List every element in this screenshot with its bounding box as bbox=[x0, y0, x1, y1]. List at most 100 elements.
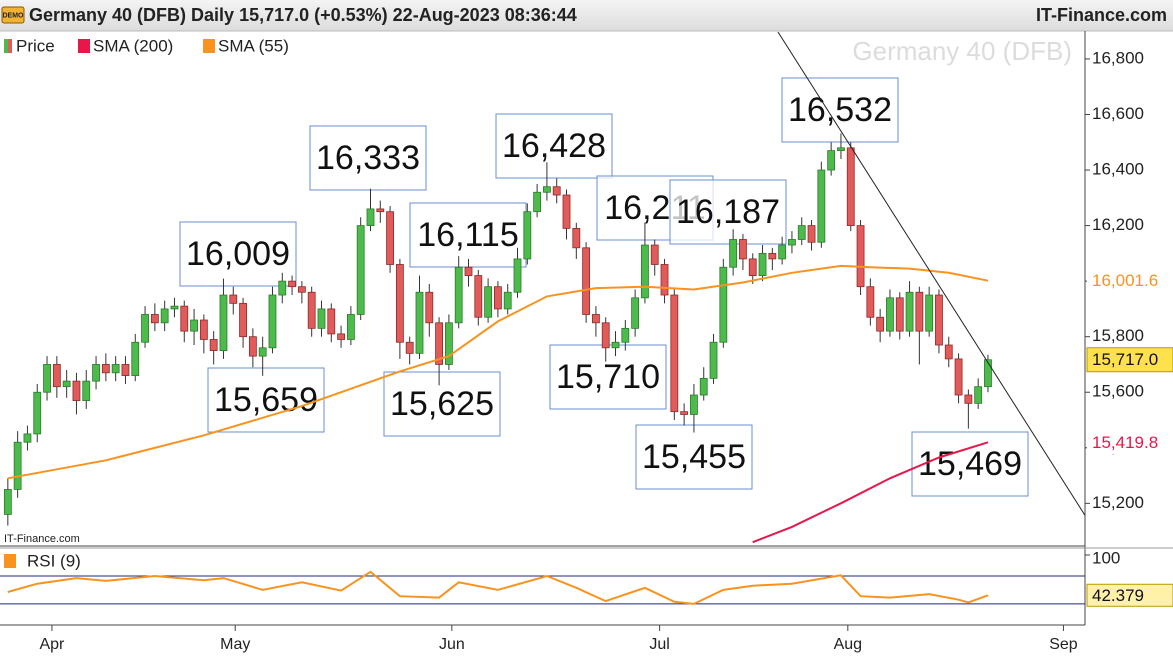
sma-line bbox=[752, 441, 989, 544]
candle-body bbox=[141, 314, 149, 343]
candle-body bbox=[925, 294, 934, 332]
candle-body bbox=[395, 264, 404, 343]
candle-body bbox=[337, 333, 345, 340]
candle-body bbox=[92, 364, 100, 382]
candle-body bbox=[788, 239, 796, 246]
candle-body bbox=[209, 339, 218, 351]
candle-body bbox=[513, 258, 522, 293]
candle-body bbox=[62, 380, 71, 388]
candle-body bbox=[33, 391, 42, 435]
candle-body bbox=[239, 302, 247, 338]
callout-box bbox=[635, 424, 753, 490]
trend-line bbox=[777, 31, 1086, 516]
candle-body bbox=[13, 441, 22, 490]
candle-body bbox=[582, 247, 591, 315]
candle-body bbox=[709, 341, 718, 379]
callout-label: 16,115 bbox=[417, 216, 518, 254]
candle-body bbox=[258, 347, 267, 357]
brand: IT-Finance.com bbox=[1036, 5, 1167, 25]
callout-label: 15,659 bbox=[214, 381, 318, 419]
candle-body bbox=[739, 239, 747, 260]
candle-body bbox=[23, 433, 32, 443]
candle-body bbox=[778, 244, 787, 260]
last-value-box bbox=[1087, 430, 1173, 455]
candle-body bbox=[307, 291, 316, 329]
source: IT-Finance.com bbox=[4, 533, 80, 545]
callout-label: 16,187 bbox=[676, 193, 780, 231]
candle-body bbox=[3, 489, 12, 515]
legend-label: SMA (55) bbox=[218, 36, 289, 55]
candle-body bbox=[180, 305, 189, 332]
callout-box bbox=[179, 221, 297, 287]
x-tick-label: Jun bbox=[439, 636, 465, 653]
candle-body bbox=[464, 266, 473, 276]
candle-body bbox=[592, 314, 600, 324]
candle-body bbox=[376, 208, 385, 213]
candle-body bbox=[768, 252, 777, 260]
candle-body bbox=[150, 314, 159, 324]
callout-label: 16,532 bbox=[788, 91, 892, 129]
callout-label: 16,333 bbox=[316, 139, 420, 177]
sma-line bbox=[7, 264, 989, 480]
candle-body bbox=[944, 344, 953, 360]
candle-body bbox=[856, 225, 865, 288]
badge-text: DEMO bbox=[3, 12, 25, 19]
candle-body bbox=[895, 297, 904, 332]
candle-body bbox=[817, 169, 826, 243]
candle-body bbox=[974, 386, 983, 404]
candle-body bbox=[601, 322, 610, 349]
candle-body bbox=[758, 252, 767, 276]
candle-body bbox=[660, 264, 669, 296]
candle-body bbox=[503, 291, 512, 310]
candle-body bbox=[494, 286, 502, 310]
candle-body bbox=[866, 286, 875, 318]
candle-body bbox=[846, 147, 855, 226]
callout-label: 15,710 bbox=[556, 358, 660, 396]
candle-body bbox=[278, 280, 287, 296]
last-value-box bbox=[1086, 583, 1173, 607]
candle-body bbox=[964, 394, 973, 404]
candle-body bbox=[621, 327, 630, 343]
legend-label: RSI (9) bbox=[27, 551, 81, 570]
x-tick-label: Jul bbox=[649, 636, 669, 653]
main-panel: 16,009 15,659 16,333 15,625 16,115 16,428 15,7… bbox=[3, 31, 1086, 544]
candle-body bbox=[631, 297, 640, 329]
candle-body bbox=[484, 286, 493, 318]
candle-body bbox=[199, 319, 208, 340]
x-tick-label: May bbox=[220, 636, 250, 653]
callout-label: 16,009 bbox=[186, 235, 290, 273]
candle-body bbox=[876, 316, 885, 332]
candle-body bbox=[827, 150, 836, 171]
y-tick-label: 16,200 bbox=[1092, 215, 1144, 234]
candle-body bbox=[729, 239, 738, 268]
candle-body bbox=[572, 227, 581, 249]
callout-box bbox=[207, 367, 325, 433]
candle-body bbox=[356, 225, 365, 315]
y-tick-label: 16,800 bbox=[1092, 48, 1144, 67]
candle-body bbox=[268, 294, 277, 349]
candle-body bbox=[297, 286, 306, 293]
candle-body bbox=[886, 297, 894, 332]
candle-body bbox=[807, 225, 816, 243]
candle-body bbox=[346, 314, 355, 340]
candle-body bbox=[690, 394, 698, 415]
candle-body bbox=[43, 364, 51, 393]
rsi-panel: RSI (9) bbox=[0, 551, 1085, 605]
candle-body bbox=[415, 291, 424, 354]
header-bar bbox=[0, 0, 1173, 31]
legend-swatch bbox=[4, 39, 8, 53]
callout-box bbox=[781, 77, 899, 143]
candle-body bbox=[160, 308, 169, 324]
candle-body bbox=[680, 411, 689, 415]
candle-body bbox=[552, 186, 561, 196]
candle-body bbox=[425, 291, 434, 324]
x-tick-label: Apr bbox=[39, 636, 65, 653]
callout-label: 15,625 bbox=[390, 385, 494, 423]
badge bbox=[1, 6, 25, 24]
candle-body bbox=[543, 186, 551, 193]
y-tick-label: 15,800 bbox=[1092, 326, 1144, 345]
rsi-line bbox=[7, 570, 989, 605]
last-value-label: 15,717.0 bbox=[1092, 350, 1158, 369]
legend-label: SMA (200) bbox=[93, 36, 173, 55]
candle-body bbox=[288, 280, 296, 288]
